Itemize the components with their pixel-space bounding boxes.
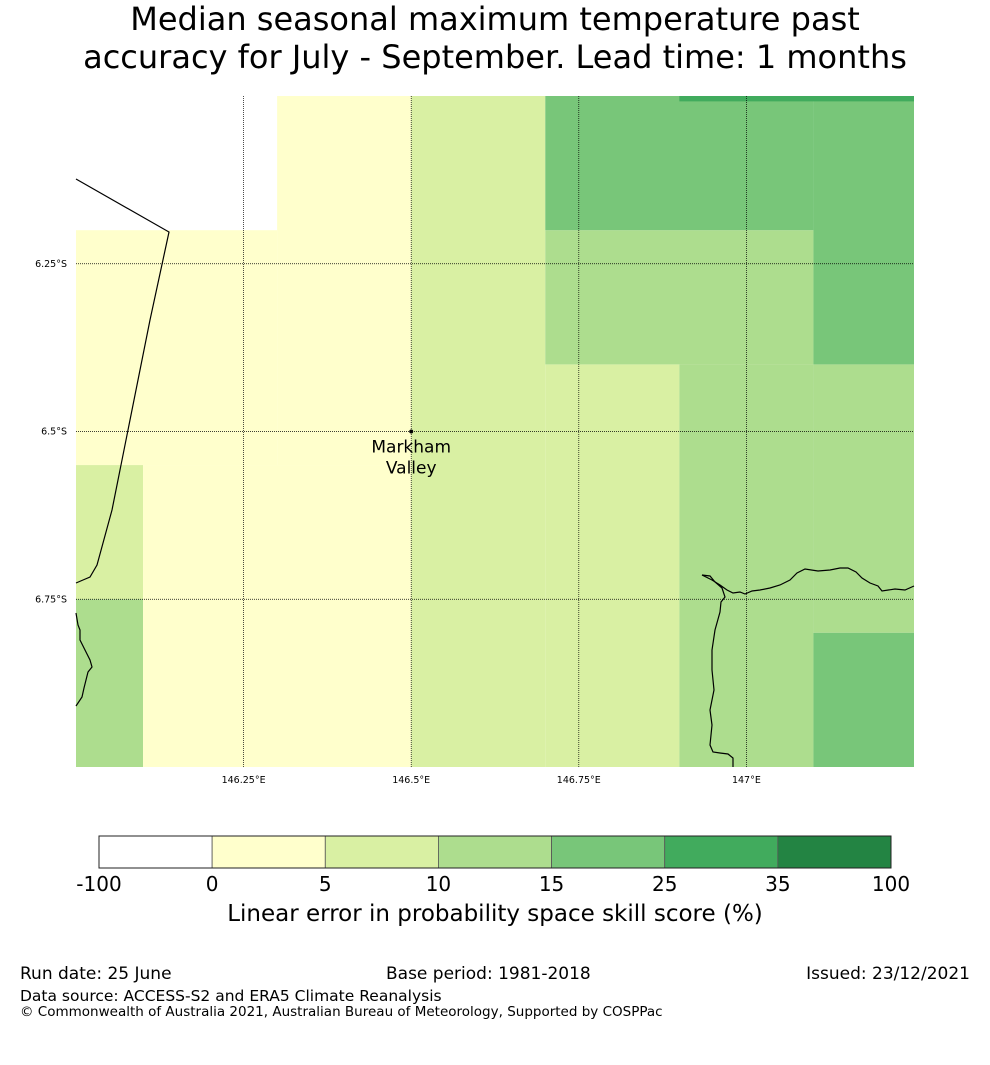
skill-cell <box>76 465 144 600</box>
copyright: © Commonwealth of Australia 2021, Austra… <box>20 1004 663 1020</box>
axis-labels: 146.25°E 146.5°E 146.75°E 147°E 6.25°S 6.5°S 6… <box>35 259 761 786</box>
colorbar-tick-label: 25 <box>651 872 678 896</box>
lon-tick-label: 146.75°E <box>557 775 601 786</box>
skill-cell <box>76 230 278 466</box>
colorbar-tick-label: 5 <box>318 872 332 896</box>
colorbar <box>98 835 892 869</box>
location-name-line-1: Markham <box>371 438 451 458</box>
coastline-north <box>75 178 170 584</box>
graticule <box>76 96 914 767</box>
colorbar-swatch <box>324 835 439 869</box>
lat-tick-label: 6.5°S <box>41 427 67 438</box>
colorbar-swatch <box>438 835 552 869</box>
title-line-2: accuracy for July - September. Lead time… <box>83 38 907 76</box>
skill-cell <box>76 599 144 767</box>
skill-grid <box>76 96 914 767</box>
skill-cell <box>277 96 412 466</box>
run-date: Run date: 25 June <box>20 964 172 984</box>
skill-cell <box>545 364 680 767</box>
skill-cell <box>813 632 914 767</box>
colorbar-tick-label: 15 <box>538 872 565 896</box>
coastline-east <box>701 574 734 767</box>
issued-date: Issued: 23/12/2021 <box>806 964 970 984</box>
coastline <box>75 178 915 767</box>
colorbar-swatch <box>664 835 779 869</box>
colorbar-tick-label: -100 <box>76 872 122 896</box>
lat-tick-label: 6.75°S <box>35 594 67 605</box>
colorbar-swatch <box>211 835 326 869</box>
lon-tick-label: 147°E <box>732 775 761 786</box>
skill-cell <box>813 96 914 365</box>
colorbar-swatch <box>98 835 213 869</box>
colorbar-tick-label: 10 <box>425 872 452 896</box>
skill-cell <box>813 364 914 633</box>
colorbar-swatch <box>777 835 892 869</box>
lon-tick-label: 146.25°E <box>222 775 266 786</box>
skill-cell <box>545 230 814 365</box>
skill-cell <box>679 96 914 102</box>
colorbar-label: Linear error in probability space skill … <box>227 901 763 927</box>
colorbar-tick-label: 100 <box>871 872 911 896</box>
colorbar-outline <box>98 835 892 869</box>
location-marker: Markham Valley <box>371 429 451 479</box>
skill-cell <box>545 96 814 231</box>
colorbar-tick-label: 0 <box>205 872 219 896</box>
base-period: Base period: 1981-2018 <box>386 964 591 984</box>
map-title: Median seasonal maximum temperature past… <box>0 0 990 76</box>
coastline-southwest <box>75 612 93 707</box>
location-name-line-2: Valley <box>386 459 437 479</box>
skill-cell <box>143 465 412 767</box>
colorbar-tick-label: 35 <box>765 872 791 896</box>
location-dot <box>409 429 414 434</box>
lon-tick-label: 146.5°E <box>392 775 430 786</box>
data-source: Data source: ACCESS-S2 and ERA5 Climate … <box>20 987 442 1005</box>
colorbar-swatch <box>551 835 666 869</box>
title-line-1: Median seasonal maximum temperature past <box>130 0 860 38</box>
coastline-east-upper <box>701 567 915 595</box>
lat-tick-label: 6.25°S <box>35 259 67 270</box>
